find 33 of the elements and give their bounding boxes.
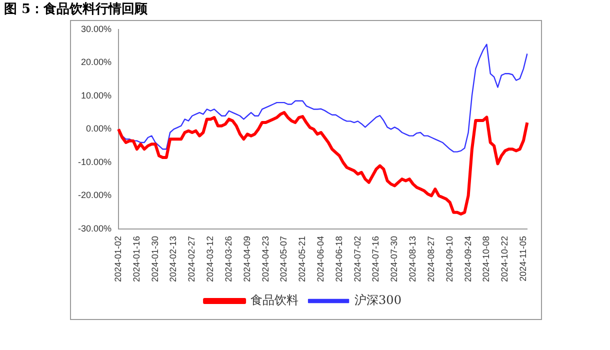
x-tick-label: 2024-01-30 — [150, 236, 160, 282]
x-tick-label: 2024-02-27 — [186, 236, 197, 282]
x-tick-label: 2024-06-04 — [316, 236, 326, 282]
y-tick-label: 10.00% — [80, 90, 112, 100]
y-tick-label: -30.00% — [78, 223, 112, 234]
x-tick-label: 2024-05-21 — [297, 236, 308, 282]
x-tick-label: 2024-04-09 — [242, 236, 252, 282]
y-tick-label: -10.00% — [78, 156, 112, 167]
legend-label: 沪深300 — [354, 293, 402, 308]
x-tick-label: 2024-04-23 — [260, 236, 270, 282]
x-tick-label: 2024-05-07 — [278, 236, 289, 282]
x-tick-label: 2024-07-16 — [370, 236, 381, 282]
x-tick-label: 2024-03-12 — [205, 236, 216, 282]
x-tick-label: 2024-07-30 — [389, 236, 400, 282]
x-tick-label: 2024-09-24 — [462, 236, 473, 282]
y-tick-label: 0.00% — [86, 124, 112, 134]
x-tick-label: 2024-01-02 — [113, 236, 124, 282]
x-tick-label: 2024-06-18 — [334, 236, 344, 282]
y-tick-label: 30.00% — [80, 24, 112, 34]
x-tick-label: 2024-09-10 — [444, 236, 454, 282]
y-tick-label: 20.00% — [80, 57, 112, 68]
x-tick-label: 2024-02-13 — [168, 236, 178, 282]
x-tick-label: 2024-07-02 — [352, 236, 362, 282]
x-tick-label: 2024-10-22 — [500, 236, 510, 282]
y-tick-label: -20.00% — [78, 190, 112, 200]
legend-label: 食品饮料 — [250, 293, 299, 308]
x-tick-label: 2024-10-08 — [481, 236, 492, 282]
chart-title: 图 5：食品饮料行情回顾 — [4, 1, 148, 18]
x-tick-label: 2024-01-16 — [131, 236, 142, 282]
x-tick-label: 2024-03-26 — [223, 236, 234, 282]
x-tick-label: 2024-11-05 — [518, 236, 528, 282]
x-tick-label: 2024-08-13 — [408, 236, 418, 282]
x-tick-label: 2024-08-27 — [426, 236, 436, 282]
